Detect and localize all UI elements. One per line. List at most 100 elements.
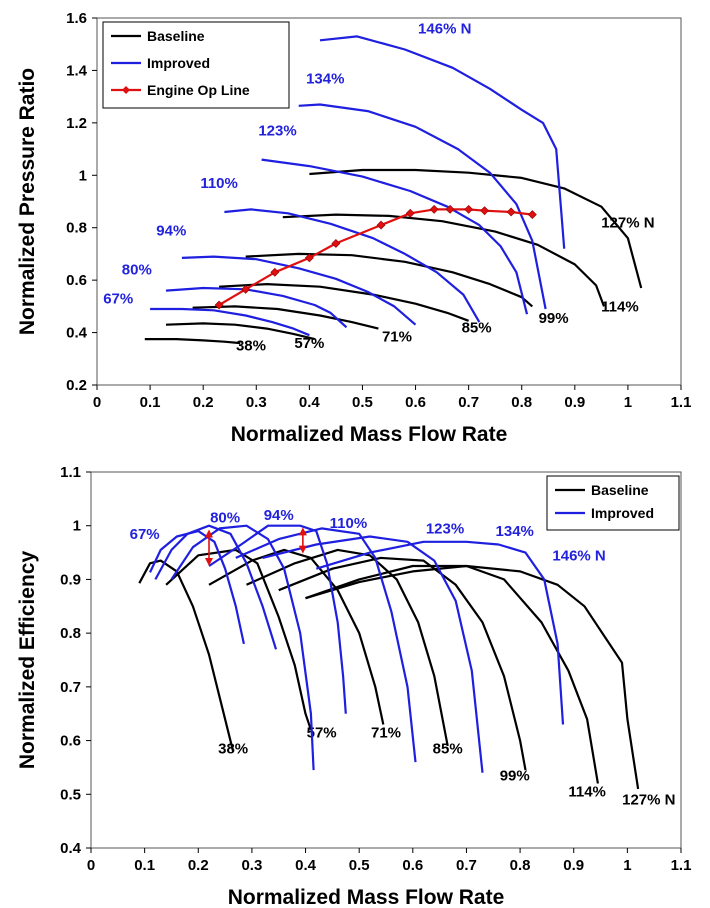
x-tick-label: 0.5 bbox=[352, 394, 373, 411]
curve-label-improved-123: 123% bbox=[258, 123, 296, 140]
op-line-point bbox=[445, 204, 455, 214]
x-tick-label: 0 bbox=[93, 394, 101, 411]
legend-entry-label: Baseline bbox=[147, 28, 205, 44]
curve-label-baseline-38: 38% bbox=[236, 338, 266, 355]
curve-label-baseline-114: 114% bbox=[601, 298, 639, 315]
curve-label-improved-134: 134% bbox=[496, 523, 534, 540]
baseline-127-n-series bbox=[305, 564, 640, 790]
op-line-point bbox=[506, 207, 516, 217]
curve-label-improved-80: 80% bbox=[210, 510, 240, 527]
curve-label-baseline-71: 71% bbox=[382, 329, 412, 346]
improved-94-series bbox=[181, 255, 417, 326]
curve-label-improved-67: 67% bbox=[103, 290, 133, 307]
x-tick-label: 0.3 bbox=[246, 394, 267, 411]
op-line-point bbox=[527, 210, 537, 220]
curve-label-improved-134: 134% bbox=[306, 70, 344, 87]
x-tick-label: 0 bbox=[87, 857, 95, 874]
improved-123-series bbox=[261, 158, 529, 315]
curve-label-improved-94: 94% bbox=[264, 507, 294, 524]
efficiency-chart: 0 0.1 0.2 0.3 0.4 0.5 0.6 0.7 0.8 0.9 1 1.1 0.4 0.5 0.… bbox=[16, 464, 691, 908]
improved-123-series bbox=[235, 527, 417, 763]
x-tick-label: 0.6 bbox=[405, 394, 426, 411]
baseline-71-series bbox=[192, 305, 379, 330]
x-tick-label: 0.5 bbox=[349, 857, 370, 874]
curve-label-baseline-85: 85% bbox=[462, 319, 492, 336]
x-tick-label: 0.7 bbox=[458, 394, 479, 411]
baseline-57-series bbox=[165, 548, 312, 731]
op-line-point bbox=[304, 253, 314, 263]
x-tick-label: 0.8 bbox=[510, 857, 531, 874]
x-tick-label: 0.9 bbox=[563, 857, 584, 874]
x-tick-label: 0.4 bbox=[295, 857, 317, 874]
op-line-point bbox=[376, 220, 386, 230]
curve-label-baseline-127-n: 127% N bbox=[622, 792, 675, 809]
x-tick-label: 1 bbox=[624, 394, 632, 411]
y-tick-label: 0.4 bbox=[66, 325, 88, 342]
x-tick-label: 1 bbox=[623, 857, 631, 874]
arrow-head-down bbox=[298, 545, 307, 554]
baseline-85-series bbox=[219, 283, 469, 322]
x-tick-label: 0.4 bbox=[299, 394, 321, 411]
plot-area bbox=[96, 17, 682, 386]
x-tick-label: 0.7 bbox=[456, 857, 477, 874]
legend-entry-label: Baseline bbox=[591, 482, 649, 498]
baseline-85-series bbox=[246, 548, 449, 747]
legend-entry-label: Improved bbox=[591, 505, 654, 521]
op-line-point bbox=[464, 204, 474, 214]
baseline-127-n-series bbox=[309, 168, 643, 289]
x-axis-title: Normalized Mass Flow Rate bbox=[231, 423, 508, 446]
curve-label-baseline-57: 57% bbox=[307, 725, 337, 742]
improved-80-series bbox=[165, 286, 348, 329]
curve-label-improved-123: 123% bbox=[426, 520, 464, 537]
improved-67-series bbox=[150, 307, 310, 337]
x-tick-label: 0.6 bbox=[402, 857, 423, 874]
x-tick-label: 0.3 bbox=[241, 857, 262, 874]
y-tick-label: 0.6 bbox=[60, 733, 81, 750]
y-tick-label: 1.6 bbox=[66, 10, 87, 27]
improved-94-series bbox=[170, 524, 315, 771]
y-tick-label: 0.6 bbox=[66, 272, 87, 289]
curve-label-improved-94: 94% bbox=[156, 222, 186, 239]
baseline-38-series bbox=[144, 338, 241, 345]
y-tick-label: 1.2 bbox=[66, 115, 87, 132]
curve-label-improved-146-n: 146% N bbox=[552, 547, 605, 564]
curve-label-baseline-114: 114% bbox=[568, 784, 606, 801]
x-tick-label: 1.1 bbox=[671, 857, 692, 874]
improved-80-series bbox=[154, 524, 278, 650]
y-tick-label: 0.9 bbox=[60, 571, 81, 588]
curve-label-improved-80: 80% bbox=[122, 262, 152, 279]
baseline-114-series bbox=[282, 213, 606, 307]
curve-label-baseline-85: 85% bbox=[433, 741, 463, 758]
y-tick-label: 0.4 bbox=[60, 840, 82, 857]
improved-134-series bbox=[298, 103, 547, 310]
curve-label-baseline-127-n: 127% N bbox=[601, 214, 654, 231]
curve-label-baseline-38: 38% bbox=[218, 741, 248, 758]
legend-marker bbox=[122, 86, 130, 94]
curve-label-baseline-57: 57% bbox=[294, 335, 324, 352]
y-tick-label: 0.8 bbox=[66, 220, 87, 237]
x-tick-label: 1.1 bbox=[671, 394, 692, 411]
x-tick-label: 0.2 bbox=[193, 394, 214, 411]
baseline-57-series bbox=[165, 322, 315, 341]
curve-label-improved-67: 67% bbox=[130, 526, 160, 543]
x-tick-label: 0.2 bbox=[188, 857, 209, 874]
y-tick-label: 1 bbox=[73, 518, 81, 535]
y-tick-label: 0.5 bbox=[60, 786, 81, 803]
op-line-point bbox=[480, 206, 489, 216]
curve-label-baseline-71: 71% bbox=[371, 725, 401, 742]
y-tick-label: 0.8 bbox=[60, 625, 81, 642]
x-tick-label: 0.1 bbox=[134, 857, 155, 874]
op-line-point bbox=[270, 267, 280, 277]
baseline-114-series bbox=[305, 564, 599, 784]
pressure-ratio-chart: 0 0.1 0.2 0.3 0.4 0.5 0.6 0.7 0.8 0.9 1 1.1 0.2 0.4 0.… bbox=[16, 10, 691, 446]
curve-label-baseline-99: 99% bbox=[539, 310, 569, 327]
x-axis-title: Normalized Mass Flow Rate bbox=[228, 886, 505, 908]
legend-entry-label: Improved bbox=[147, 55, 210, 71]
x-tick-label: 0.9 bbox=[564, 394, 585, 411]
y-tick-label: 0.7 bbox=[60, 679, 81, 696]
arrow-head-up bbox=[298, 527, 307, 536]
curve-label-improved-146-n: 146% N bbox=[418, 20, 471, 37]
improved-67-series bbox=[149, 530, 245, 645]
y-axis-title: Normalized Pressure Ratio bbox=[16, 68, 39, 335]
